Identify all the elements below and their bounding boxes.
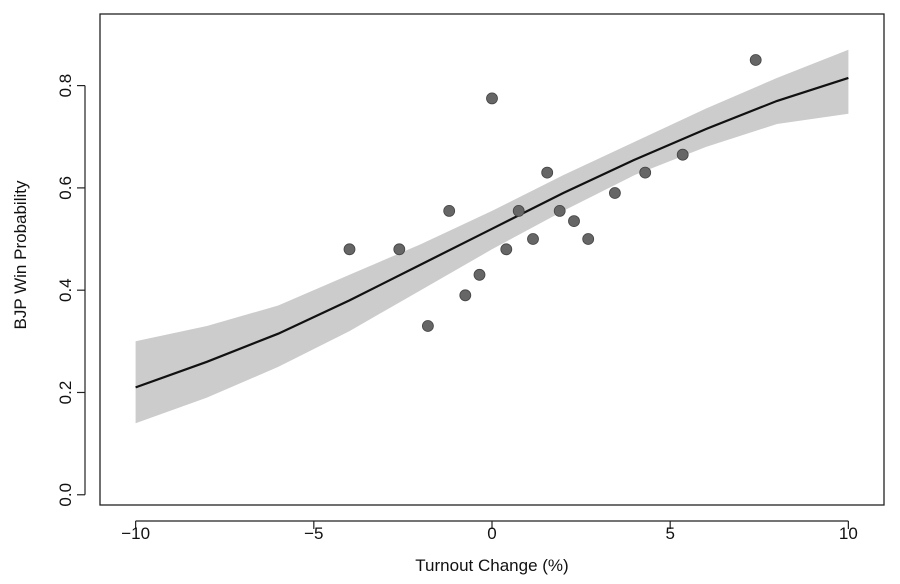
data-point bbox=[473, 268, 486, 281]
x-axis: −10 −5 0 5 10 bbox=[121, 520, 858, 543]
data-point bbox=[500, 243, 513, 256]
data-point bbox=[553, 204, 566, 217]
x-tick-label: 5 bbox=[665, 524, 674, 543]
data-point bbox=[512, 204, 525, 217]
y-axis-title: BJP Win Probability bbox=[11, 180, 30, 329]
x-tick-label: −10 bbox=[121, 524, 150, 543]
data-point bbox=[343, 243, 356, 256]
data-point bbox=[609, 187, 621, 199]
data-point bbox=[486, 92, 498, 105]
y-tick-label: 0.6 bbox=[56, 176, 75, 200]
data-point bbox=[749, 54, 762, 66]
data-point bbox=[676, 148, 689, 161]
data-point bbox=[459, 289, 472, 302]
y-axis: 0.0 0.2 0.4 0.6 0.8 bbox=[56, 74, 86, 507]
x-tick-label: 10 bbox=[839, 524, 858, 543]
y-tick-label: 0.2 bbox=[56, 381, 75, 405]
data-point bbox=[421, 320, 434, 332]
fit-line bbox=[135, 76, 849, 389]
data-point bbox=[568, 215, 580, 228]
y-tick-label: 0.4 bbox=[56, 278, 75, 302]
data-point bbox=[393, 243, 406, 256]
x-tick-label: −5 bbox=[304, 524, 323, 543]
confidence-band bbox=[135, 49, 849, 424]
confidence-band-layer bbox=[135, 49, 849, 424]
y-tick-label: 0.8 bbox=[56, 74, 75, 98]
plot-frame bbox=[99, 13, 885, 506]
data-point bbox=[527, 233, 539, 245]
x-tick-label: 0 bbox=[487, 524, 496, 543]
x-axis-title: Turnout Change (%) bbox=[415, 556, 568, 575]
data-point bbox=[443, 204, 456, 217]
data-point bbox=[582, 233, 595, 245]
y-tick-label: 0.0 bbox=[56, 483, 75, 507]
fit-line-layer bbox=[135, 76, 849, 389]
data-point bbox=[541, 166, 554, 179]
points-layer bbox=[343, 54, 762, 332]
data-point bbox=[639, 166, 652, 179]
